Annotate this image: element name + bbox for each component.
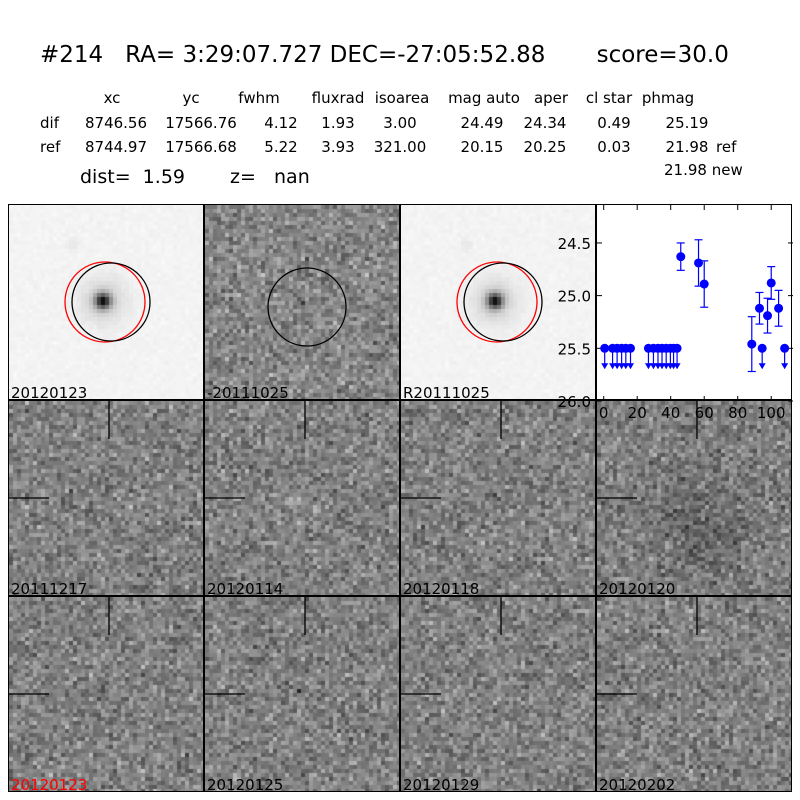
upper-limit-point xyxy=(780,343,790,353)
row-suffix: ref xyxy=(716,138,737,156)
upper-limit-point xyxy=(672,343,682,353)
upper-limit-arrowhead xyxy=(673,363,681,370)
new-phmag: 21.98 new xyxy=(664,161,743,179)
upper-limit-point xyxy=(757,343,767,353)
data-point xyxy=(694,258,704,268)
cell-value: 8744.97 xyxy=(84,138,148,156)
data-point xyxy=(676,252,686,262)
image-stamp: 20120129 xyxy=(400,596,596,792)
upper-limit-arrowhead xyxy=(601,363,609,370)
image-stamp: 20120120 xyxy=(596,400,792,596)
column-header: cl star xyxy=(585,89,633,107)
y-tick-label: 26.0 xyxy=(558,393,591,411)
column-header: isoarea xyxy=(374,89,430,107)
upper-limit-arrowhead xyxy=(758,363,766,370)
image-stamp: 20120123 xyxy=(8,204,204,400)
row-label: dif xyxy=(40,114,59,132)
data-point xyxy=(763,311,773,321)
image-stamp: -20111025 xyxy=(204,204,400,400)
cell-value: 321.00 xyxy=(373,138,427,156)
stamp-image xyxy=(9,205,203,399)
y-tick-label: 25.5 xyxy=(558,340,591,358)
x-tick-label: 20 xyxy=(628,404,647,422)
data-point xyxy=(699,279,709,289)
page-title: #214 RA= 3:29:07.727 DEC=-27:05:52.88 sc… xyxy=(40,42,729,68)
column-header: phmag xyxy=(641,89,695,107)
image-stamp: 20120123 xyxy=(8,596,204,792)
stamp-image xyxy=(401,205,595,399)
dist-readout: dist= 1.59 xyxy=(80,166,185,188)
x-tick-label: 40 xyxy=(661,404,680,422)
cell-value: 20.15 xyxy=(460,138,504,156)
upper-limit-arrowhead xyxy=(781,363,789,370)
upper-limit-point xyxy=(600,343,610,353)
stamp-date-label: 20120129 xyxy=(403,776,480,792)
stamp-date-label: 20120118 xyxy=(403,580,480,596)
upper-limit-arrowhead xyxy=(622,363,630,370)
x-tick-label: 100 xyxy=(757,404,786,422)
row-label: ref xyxy=(40,138,61,156)
cell-value: 3.00 xyxy=(383,114,417,132)
cell-value: 0.49 xyxy=(597,114,631,132)
cell-value: 17566.76 xyxy=(165,114,237,132)
cell-value: 24.34 xyxy=(523,114,567,132)
upper-limit-arrowhead xyxy=(613,363,621,370)
upper-limit-point xyxy=(626,343,636,353)
cell-value: 20.25 xyxy=(523,138,567,156)
cell-value: 3.93 xyxy=(321,138,355,156)
upper-limit-arrowhead xyxy=(609,363,617,370)
cell-value: 17566.68 xyxy=(165,138,237,156)
detection-circle xyxy=(463,262,543,342)
data-point xyxy=(747,339,757,349)
cell-value: 0.03 xyxy=(597,138,631,156)
column-header: xc xyxy=(103,89,121,107)
upper-limit-arrowhead xyxy=(649,363,657,370)
stamp-image xyxy=(205,205,399,399)
cell-value: 24.49 xyxy=(460,114,504,132)
reference-circle xyxy=(456,261,538,343)
column-header: aper xyxy=(533,89,569,107)
cell-value: 21.98 xyxy=(665,138,709,156)
x-tick-label: 80 xyxy=(728,404,747,422)
stamp-date-label: 20120123 xyxy=(11,776,88,792)
y-tick-label: 25.0 xyxy=(558,288,591,306)
column-header: mag auto xyxy=(448,89,520,107)
stamp-date-label: 20120114 xyxy=(207,580,284,596)
data-point xyxy=(774,303,784,313)
detection-circle xyxy=(71,262,151,342)
column-header: fwhm xyxy=(238,89,280,107)
stamp-date-label: 20120123 xyxy=(11,384,88,400)
image-stamp: R20111025 xyxy=(400,204,596,400)
stamp-date-label: 20111217 xyxy=(11,580,88,596)
column-header: yc xyxy=(182,89,200,107)
cell-value: 5.22 xyxy=(264,138,298,156)
stamp-date-label: R20111025 xyxy=(403,384,490,400)
image-stamp: 20120202 xyxy=(596,596,792,792)
stamp-date-label: 20120120 xyxy=(599,580,676,596)
column-header: fluxrad xyxy=(311,89,365,107)
image-stamp: 20111217 xyxy=(8,400,204,596)
cell-value: 25.19 xyxy=(665,114,709,132)
y-tick-label: 24.5 xyxy=(558,235,591,253)
image-stamp: 20120118 xyxy=(400,400,596,596)
cell-value: 1.93 xyxy=(321,114,355,132)
light-curve-plot: 24.5 25.0 25.5 26.0 0 20 40 60 80 100 xyxy=(558,204,793,422)
cell-value: 8746.56 xyxy=(84,114,148,132)
stamp-date-label: 20120125 xyxy=(207,776,284,792)
stamp-date-label: 20120202 xyxy=(599,776,676,792)
stamp-date-label: -20111025 xyxy=(207,384,289,400)
upper-limit-arrowhead xyxy=(627,363,635,370)
data-point xyxy=(766,278,776,288)
reference-circle xyxy=(64,261,146,343)
x-tick-label: 0 xyxy=(599,404,609,422)
data-point xyxy=(754,303,764,313)
z-readout: z= nan xyxy=(230,166,310,188)
image-stamp: 20120114 xyxy=(204,400,400,596)
image-stamp: 20120125 xyxy=(204,596,400,792)
x-tick-label: 60 xyxy=(695,404,714,422)
cell-value: 4.12 xyxy=(264,114,298,132)
detection-circle xyxy=(267,267,347,347)
upper-limit-arrowhead xyxy=(644,363,652,370)
